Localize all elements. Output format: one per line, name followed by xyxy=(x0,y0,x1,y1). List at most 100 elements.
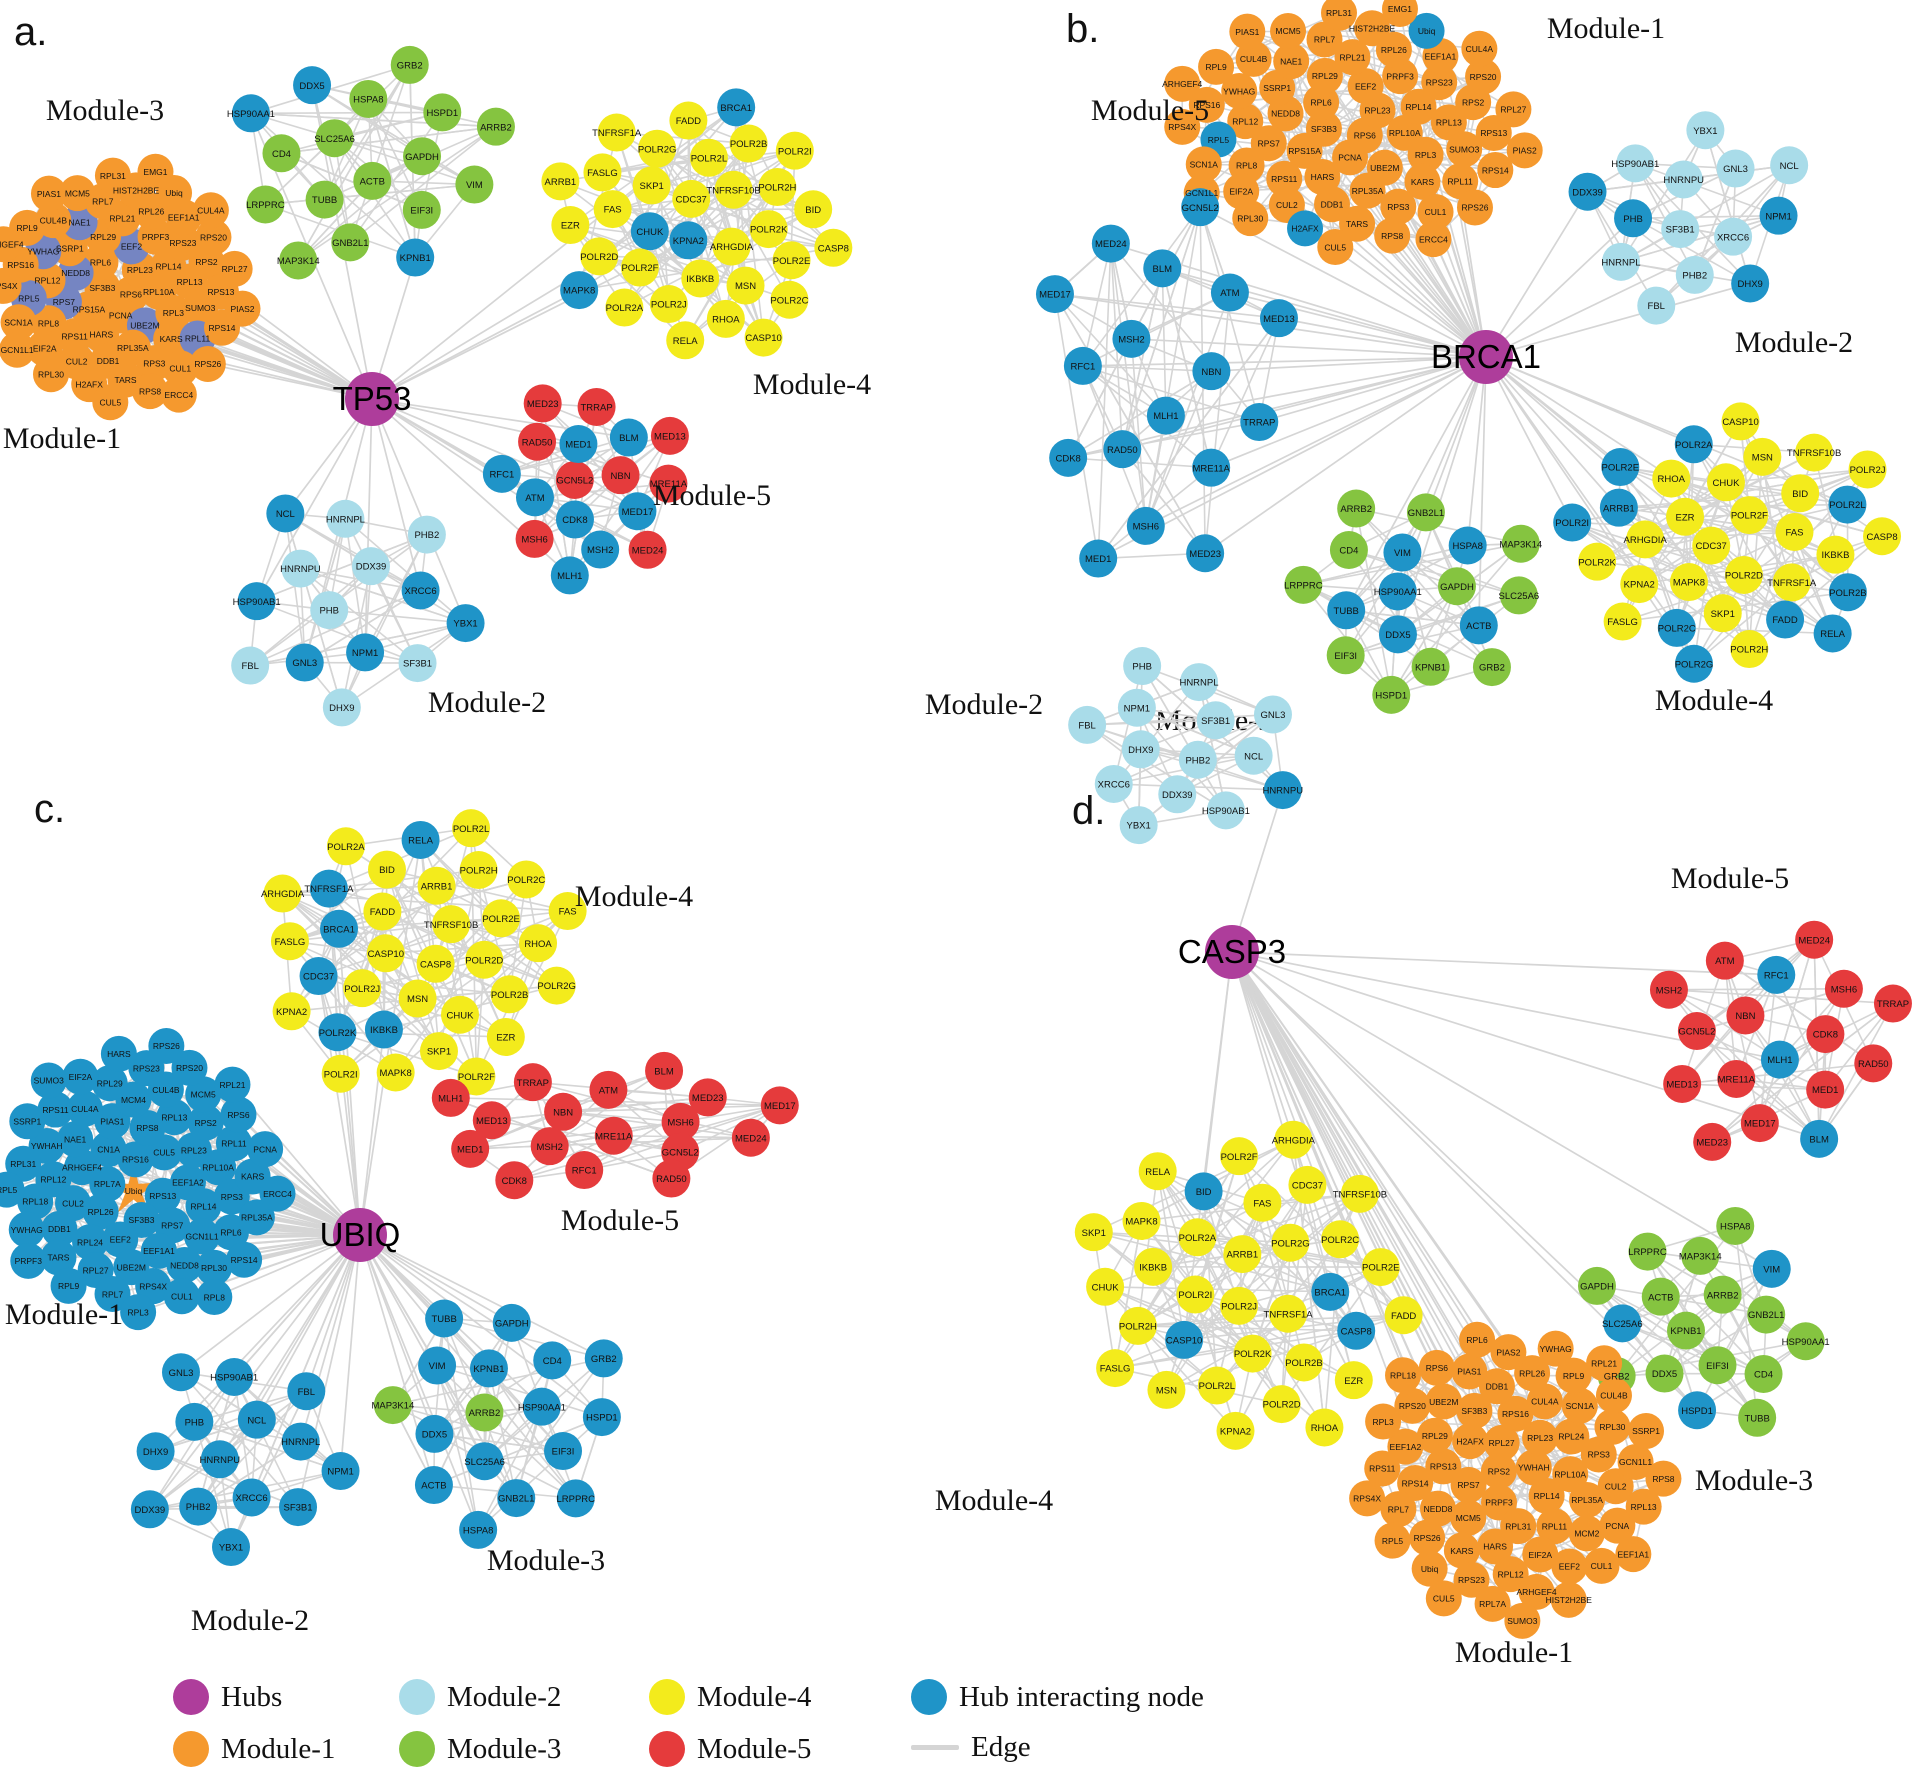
edge xyxy=(1110,242,1147,527)
gene-node xyxy=(1365,1403,1402,1440)
gene-node xyxy=(1759,196,1798,235)
gene-node xyxy=(1873,984,1912,1023)
gene-node xyxy=(465,1393,504,1432)
gene-node xyxy=(1329,531,1368,570)
edge xyxy=(1704,129,1751,285)
gene-node xyxy=(490,975,529,1014)
gene-node xyxy=(1459,1321,1496,1358)
edge xyxy=(1646,1250,1765,1375)
gene-node xyxy=(1848,450,1887,489)
gene-node xyxy=(1595,1377,1632,1414)
gene-node xyxy=(1716,1206,1755,1245)
gene-node xyxy=(1795,433,1834,472)
gene-node xyxy=(161,1353,200,1392)
gene-node xyxy=(1306,21,1343,58)
edge xyxy=(255,1234,361,1421)
gene-node xyxy=(216,250,253,287)
gene-node xyxy=(583,153,622,192)
gene-node xyxy=(346,633,385,672)
gene-node xyxy=(1188,86,1225,123)
gene-node xyxy=(1378,615,1417,654)
edge-swatch xyxy=(911,1745,959,1750)
gene-node xyxy=(1536,1508,1573,1545)
edge xyxy=(344,518,419,664)
gene-node xyxy=(794,190,833,229)
gene-node xyxy=(515,519,554,558)
gene-node xyxy=(1506,132,1543,169)
gene-node xyxy=(195,1249,232,1286)
gene-node xyxy=(417,866,456,905)
legend-item: Module-2 xyxy=(399,1679,561,1715)
gene-node xyxy=(272,992,311,1031)
legend-label: Module-1 xyxy=(221,1732,336,1765)
gene-node xyxy=(1667,1311,1706,1350)
gene-node xyxy=(8,1211,45,1248)
gene-node xyxy=(192,192,229,229)
gene-node xyxy=(416,944,455,983)
gene-node xyxy=(90,1131,127,1168)
gene-node xyxy=(530,1127,569,1166)
edge xyxy=(297,125,497,262)
gene-node xyxy=(1661,210,1700,249)
gene-node xyxy=(451,1129,490,1168)
edge xyxy=(436,1364,577,1500)
gene-node xyxy=(1747,1295,1786,1334)
gene-node xyxy=(1757,955,1796,994)
gene-node xyxy=(1583,1547,1620,1584)
gene-node xyxy=(1813,614,1852,653)
gene-node xyxy=(1337,489,1376,528)
gene-node xyxy=(1568,172,1607,211)
edge xyxy=(1092,1231,1254,1355)
gene-node xyxy=(1186,534,1225,573)
gene-node xyxy=(10,1242,47,1279)
gene-node xyxy=(518,422,557,461)
edge xyxy=(1675,627,1834,635)
edge xyxy=(1231,951,1778,976)
gene-node xyxy=(1096,1349,1135,1388)
gene-node xyxy=(1220,1286,1259,1325)
edge xyxy=(1681,1083,1826,1091)
edge xyxy=(255,398,373,603)
gene-node xyxy=(166,1247,203,1284)
edge xyxy=(230,1390,308,1548)
gene-node xyxy=(1198,48,1235,85)
edge xyxy=(1097,242,1112,560)
module-label: Module-3 xyxy=(1695,1464,1813,1497)
gene-node xyxy=(226,1241,263,1278)
gene-node xyxy=(1176,1275,1215,1314)
gene-node xyxy=(1446,131,1483,168)
gene-node xyxy=(318,1013,357,1052)
edge xyxy=(1067,421,1261,459)
gene-node xyxy=(231,94,270,133)
gene-node xyxy=(1475,114,1512,151)
edge xyxy=(475,958,486,1078)
gene-node xyxy=(1314,186,1351,223)
gene-node xyxy=(495,1161,534,1200)
gene-node xyxy=(1553,1418,1590,1455)
gene-node xyxy=(196,1279,233,1316)
gene-node xyxy=(1568,1515,1605,1552)
gene-node xyxy=(425,1299,464,1338)
gene-node xyxy=(33,356,70,393)
edge xyxy=(483,1359,554,1463)
gene-node xyxy=(136,1432,175,1471)
gene-node xyxy=(403,137,442,176)
gene-node xyxy=(1287,210,1324,247)
hub-node xyxy=(1205,925,1259,979)
gene-node xyxy=(156,1099,193,1136)
gene-node xyxy=(661,1102,700,1141)
gene-node xyxy=(1698,1346,1737,1385)
gene-node xyxy=(37,1091,74,1128)
gene-node xyxy=(1675,255,1714,294)
gene-node xyxy=(1645,1354,1684,1393)
edge xyxy=(1485,356,1620,509)
gene-node xyxy=(1669,563,1708,602)
hub-node xyxy=(1459,330,1513,384)
edge xyxy=(1693,544,1713,665)
gene-node xyxy=(775,131,814,170)
gene-node xyxy=(559,425,598,464)
edge xyxy=(1681,974,1778,1085)
gene-node xyxy=(57,1121,94,1158)
gene-node xyxy=(1569,1481,1606,1518)
gene-node xyxy=(373,1386,412,1425)
